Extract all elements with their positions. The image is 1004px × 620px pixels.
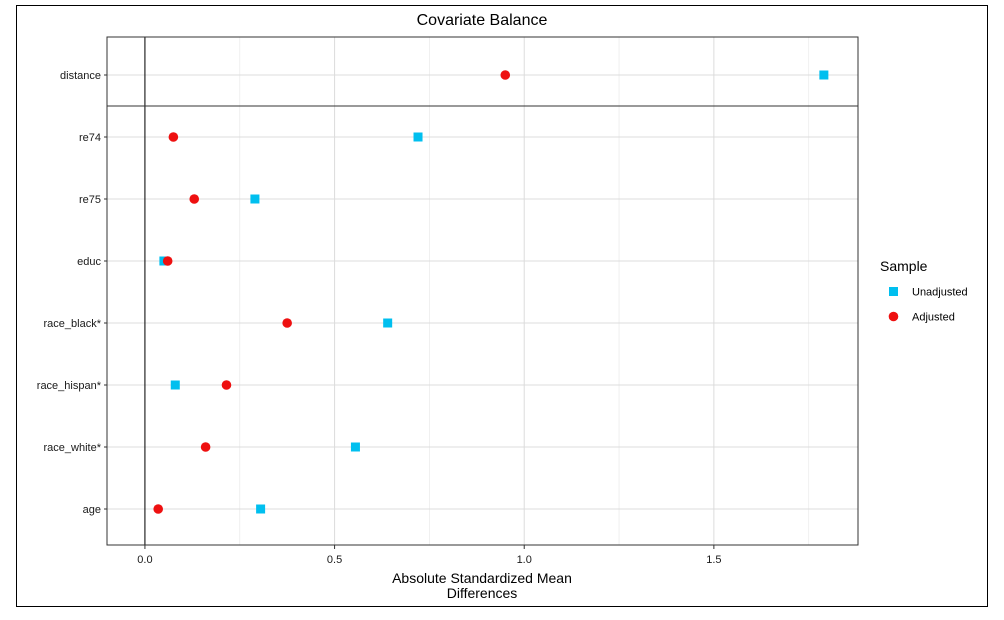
- panel-borders: [106, 36, 859, 546]
- top-panel-border: [106, 36, 859, 107]
- point-adjusted-race-hispan: [221, 380, 232, 390]
- point-adjusted-race-black: [282, 318, 292, 328]
- point-unadjusted-re75: [250, 194, 260, 204]
- point-unadjusted-distance: [819, 70, 829, 80]
- main-panel-border: [106, 105, 859, 546]
- y-tick-label: age: [83, 504, 101, 516]
- data-points: [153, 70, 829, 514]
- figure-frame: [16, 5, 988, 607]
- point-adjusted-age: [153, 504, 164, 514]
- legend-label-unadjusted: Unadjusted: [912, 287, 968, 299]
- chart-title: Covariate Balance: [417, 12, 548, 29]
- x-tick-labels: 0.0 0.5 1.0 1.5: [137, 545, 722, 566]
- point-adjusted-race-white: [200, 442, 211, 452]
- point-adjusted-re74: [168, 132, 179, 142]
- x-tick-label: 1.5: [706, 554, 721, 566]
- y-tick-label: race_black*: [44, 318, 102, 330]
- grid-lines: [107, 37, 858, 545]
- x-axis-title-line-1: Absolute Standardized Mean: [392, 570, 572, 586]
- y-tick-label: educ: [77, 256, 101, 268]
- point-unadjusted-race-hispan: [170, 380, 180, 390]
- y-tick-labels: distance re74 re75 educ race_black* race_hisp…: [37, 70, 107, 516]
- y-tick-label: re74: [79, 132, 101, 144]
- x-tick-label: 1.0: [517, 554, 532, 566]
- y-tick-label: race_white*: [44, 442, 102, 454]
- y-tick-label: race_hispan*: [37, 380, 102, 392]
- x-tick-label: 0.5: [327, 554, 342, 566]
- legend-key-unadjusted: [889, 287, 898, 296]
- x-axis-title-line-2: Differences: [447, 585, 518, 601]
- point-unadjusted-race-white: [350, 442, 360, 452]
- legend: Sample Unadjusted Adjusted: [880, 258, 968, 324]
- y-tick-label: re75: [79, 194, 101, 206]
- legend-key-adjusted: [888, 311, 899, 322]
- x-tick-label: 0.0: [137, 554, 152, 566]
- legend-title: Sample: [880, 258, 928, 274]
- point-unadjusted-race-black: [383, 318, 393, 328]
- legend-label-adjusted: Adjusted: [912, 312, 955, 324]
- point-adjusted-distance: [500, 70, 511, 80]
- y-tick-label: distance: [60, 70, 101, 82]
- point-unadjusted-re74: [413, 132, 423, 142]
- point-unadjusted-age: [256, 504, 266, 514]
- point-adjusted-re75: [189, 194, 200, 204]
- point-adjusted-educ: [162, 256, 173, 266]
